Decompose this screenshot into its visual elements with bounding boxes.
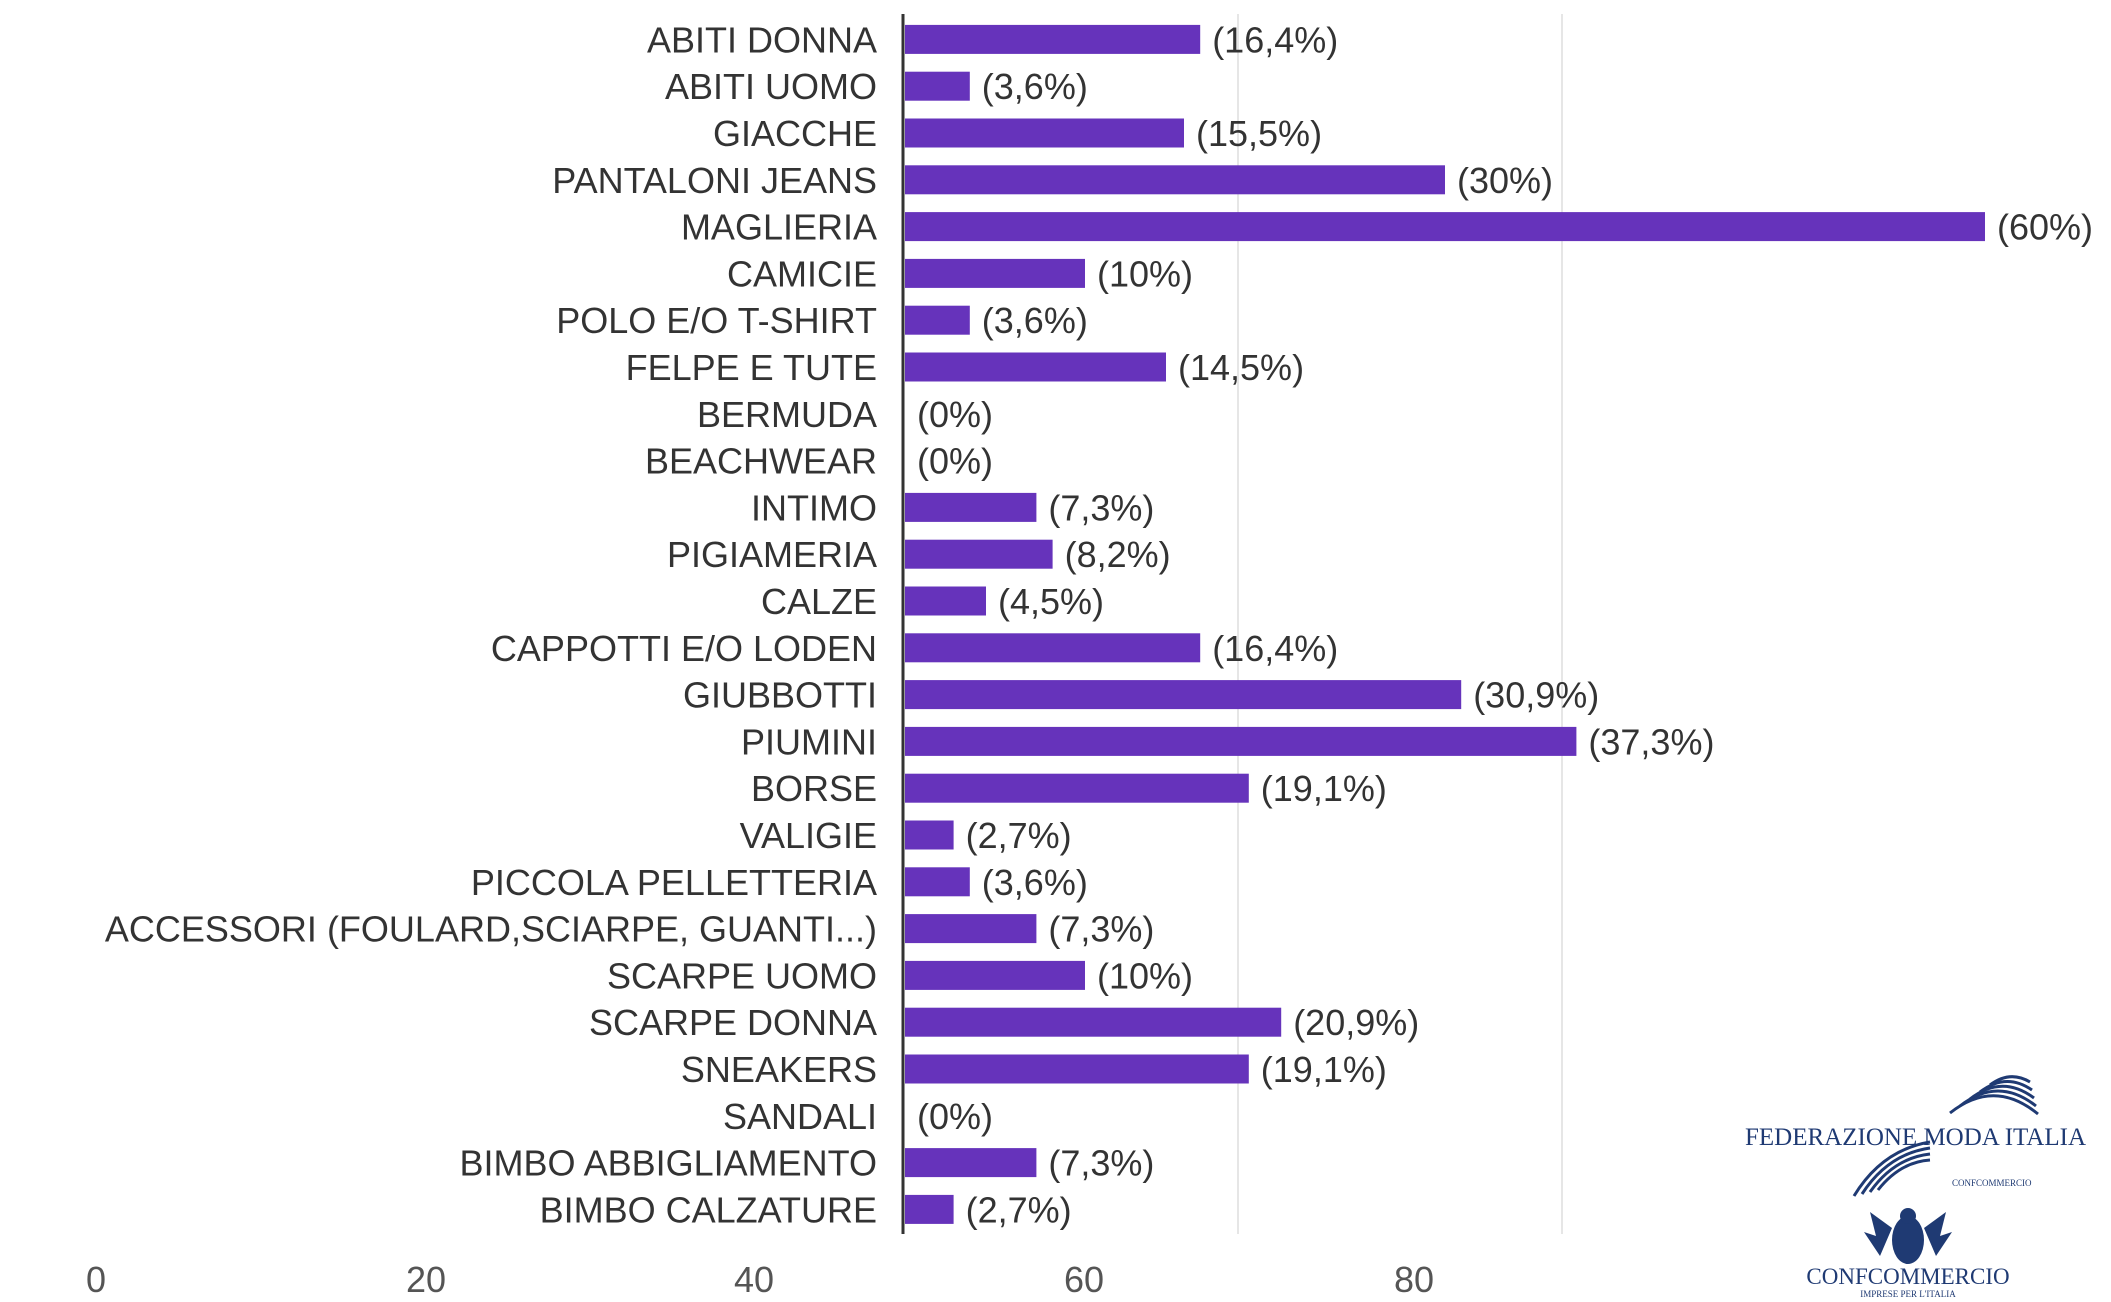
bar <box>905 212 1985 242</box>
category-label: SNEAKERS <box>681 1049 877 1090</box>
value-label: (30%) <box>1457 160 1553 201</box>
bar <box>905 492 1037 522</box>
value-label: (19,1%) <box>1261 768 1387 809</box>
x-axis-ticks: 0 20 40 60 80 <box>86 1259 1434 1300</box>
federazione-logo-subtext: CONFCOMMERCIO <box>1952 1178 2032 1188</box>
category-label: SANDALI <box>723 1096 877 1137</box>
value-label: (8,2%) <box>1065 534 1171 575</box>
eagle-icon <box>1864 1208 1952 1264</box>
value-labels: (16,4%)(3,6%)(15,5%)(30%)(60%)(10%)(3,6%… <box>917 19 2093 1230</box>
category-label: VALIGIE <box>740 815 877 856</box>
category-label: CAMICIE <box>727 253 877 294</box>
value-label: (0%) <box>917 441 993 482</box>
bar <box>905 539 1053 569</box>
value-label: (16,4%) <box>1212 628 1338 669</box>
value-label: (60%) <box>1997 207 2093 248</box>
category-label: SCARPE UOMO <box>607 955 877 996</box>
bar <box>905 960 1085 990</box>
value-label: (19,1%) <box>1261 1049 1387 1090</box>
category-label: CAPPOTTI E/O LODEN <box>491 628 877 669</box>
value-label: (2,7%) <box>966 1189 1072 1230</box>
category-label: PICCOLA PELLETTERIA <box>471 862 877 903</box>
bar <box>905 914 1037 944</box>
bar <box>905 867 970 897</box>
value-label: (20,9%) <box>1293 1002 1419 1043</box>
x-tick-label: 20 <box>406 1259 446 1300</box>
bar <box>905 24 1201 54</box>
x-tick-label: 40 <box>734 1259 774 1300</box>
category-label: ACCESSORI (FOULARD,SCIARPE, GUANTI...) <box>105 909 877 950</box>
confcommercio-logo-subtext: IMPRESE PER L'ITALIA <box>1860 1289 1956 1299</box>
bar <box>905 258 1085 288</box>
bar <box>905 352 1166 382</box>
bar <box>905 773 1249 803</box>
value-label: (30,9%) <box>1473 675 1599 716</box>
federazione-moda-italia-logo: FEDERAZIONE MODA ITALIA CONFCOMMERCIO <box>1745 1075 2086 1197</box>
category-label: BIMBO CALZATURE <box>540 1189 877 1230</box>
value-label: (7,3%) <box>1048 1143 1154 1184</box>
value-label: (4,5%) <box>998 581 1104 622</box>
category-label: CALZE <box>761 581 877 622</box>
confcommercio-logo: CONFCOMMERCIO IMPRESE PER L'ITALIA <box>1806 1208 2010 1299</box>
category-label: BEACHWEAR <box>645 441 877 482</box>
category-label: SCARPE DONNA <box>589 1002 877 1043</box>
category-label: BIMBO ABBIGLIAMENTO <box>460 1143 877 1184</box>
value-label: (7,3%) <box>1048 909 1154 950</box>
value-label: (7,3%) <box>1048 487 1154 528</box>
value-label: (3,6%) <box>982 300 1088 341</box>
value-label: (3,6%) <box>982 862 1088 903</box>
x-tick-label: 0 <box>86 1259 106 1300</box>
x-tick-label: 80 <box>1394 1259 1434 1300</box>
bar <box>905 633 1201 663</box>
category-label: BORSE <box>751 768 877 809</box>
value-label: (37,3%) <box>1588 721 1714 762</box>
bar <box>905 1007 1282 1037</box>
value-label: (14,5%) <box>1178 347 1304 388</box>
confcommercio-logo-text: CONFCOMMERCIO <box>1806 1264 2009 1289</box>
value-label: (10%) <box>1097 955 1193 996</box>
value-label: (15,5%) <box>1196 113 1322 154</box>
bar <box>905 165 1445 195</box>
category-label: ABITI DONNA <box>647 19 877 60</box>
federazione-logo-text: FEDERAZIONE MODA ITALIA <box>1745 1124 2086 1151</box>
value-label: (0%) <box>917 394 993 435</box>
bars <box>905 24 1985 1224</box>
bar <box>905 586 986 616</box>
category-label: MAGLIERIA <box>681 207 877 248</box>
category-label: POLO E/O T-SHIRT <box>556 300 877 341</box>
category-label: INTIMO <box>751 487 877 528</box>
category-label: ABITI UOMO <box>665 66 877 107</box>
value-label: (3,6%) <box>982 66 1088 107</box>
x-tick-label: 60 <box>1064 1259 1104 1300</box>
category-label: PIGIAMERIA <box>667 534 877 575</box>
category-label: FELPE E TUTE <box>626 347 877 388</box>
value-label: (2,7%) <box>966 815 1072 856</box>
bar <box>905 305 970 335</box>
federazione-arcs-icon <box>1852 1075 2039 1197</box>
value-label: (10%) <box>1097 253 1193 294</box>
category-label: GIUBBOTTI <box>683 675 877 716</box>
bar <box>905 1148 1037 1178</box>
bar <box>905 820 954 850</box>
category-label: PIUMINI <box>741 721 877 762</box>
bar <box>905 71 970 101</box>
bar <box>905 726 1577 756</box>
category-label: BERMUDA <box>697 394 877 435</box>
category-label: PANTALONI JEANS <box>552 160 877 201</box>
bar <box>905 1054 1249 1084</box>
value-label: (16,4%) <box>1212 19 1338 60</box>
category-label: GIACCHE <box>713 113 877 154</box>
bar <box>905 680 1462 710</box>
category-labels: ABITI DONNA ABITI UOMO GIACCHE PANTALONI JE… <box>105 19 877 1230</box>
bar <box>905 118 1184 148</box>
bar <box>905 1194 954 1224</box>
value-label: (0%) <box>917 1096 993 1137</box>
